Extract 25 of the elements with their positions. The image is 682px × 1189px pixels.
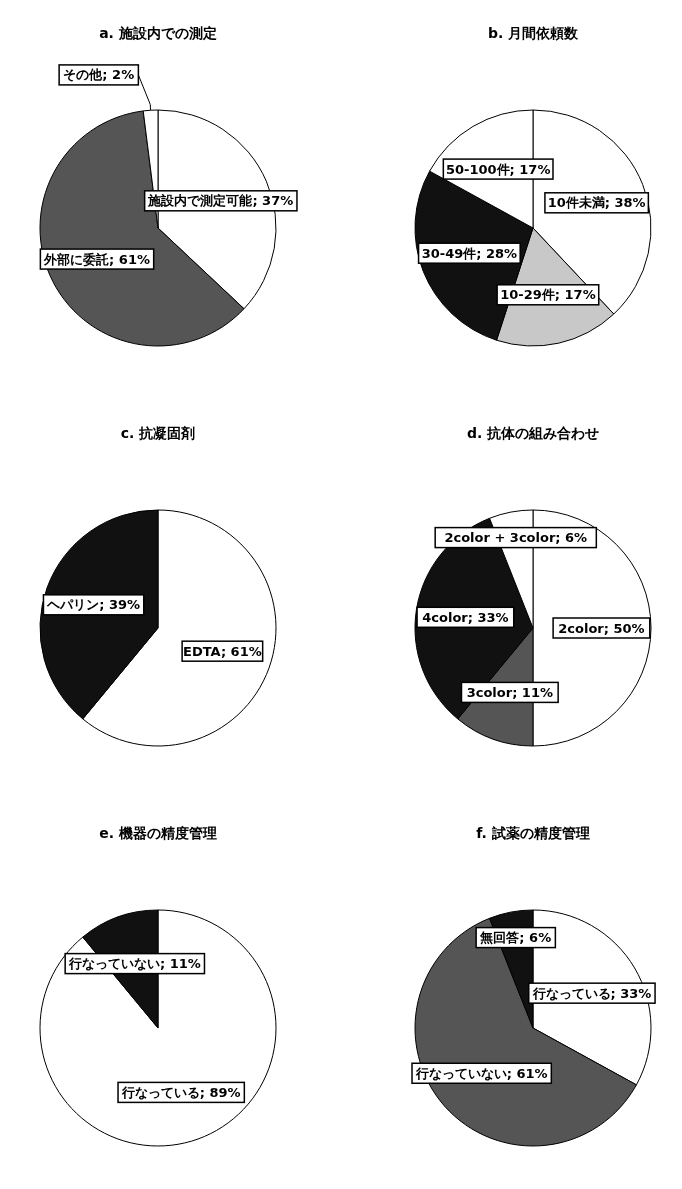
chart-title: c. 抗凝固剤 [120, 425, 196, 441]
chart-title: a. 施設内での測定 [99, 25, 217, 41]
slice-label: ヘパリン; 39% [46, 597, 141, 613]
slice-label: 30-49件; 28% [421, 245, 518, 261]
chart-title: b. 月間依頼数 [487, 25, 580, 41]
slice-label: EDTA; 61% [183, 643, 262, 659]
slice-label: 2color; 50% [558, 620, 645, 636]
slice-label: 10-29件; 17% [500, 287, 596, 303]
slice-label: その他; 2% [63, 67, 135, 83]
slice-label: 行なっていない; 11% [67, 956, 201, 972]
slice-label: 10件未満; 38% [547, 195, 646, 211]
slice-label: 3color; 11% [466, 684, 553, 700]
slice-label: 施設内で測定可能; 37% [147, 193, 294, 209]
pie-slice [39, 909, 277, 1147]
slice-label: 行なっている; 89% [120, 1084, 241, 1100]
slice-label: 外部に委託; 61% [43, 251, 150, 267]
chart-title: e. 機器の精度管理 [99, 825, 217, 841]
slice-label: 無回答; 6% [479, 930, 552, 946]
slice-label: 2color + 3color; 6% [444, 530, 588, 546]
chart-title: f. 試薬の精度管理 [476, 825, 590, 841]
slice-label: 4color; 33% [422, 609, 509, 625]
slice-label: 行なっていない; 61% [414, 1065, 548, 1081]
slice-label: 50-100件; 17% [445, 161, 551, 177]
chart-title: d. 抗体の組み合わせ [466, 425, 600, 441]
slice-label: 行なっている; 33% [531, 985, 652, 1001]
